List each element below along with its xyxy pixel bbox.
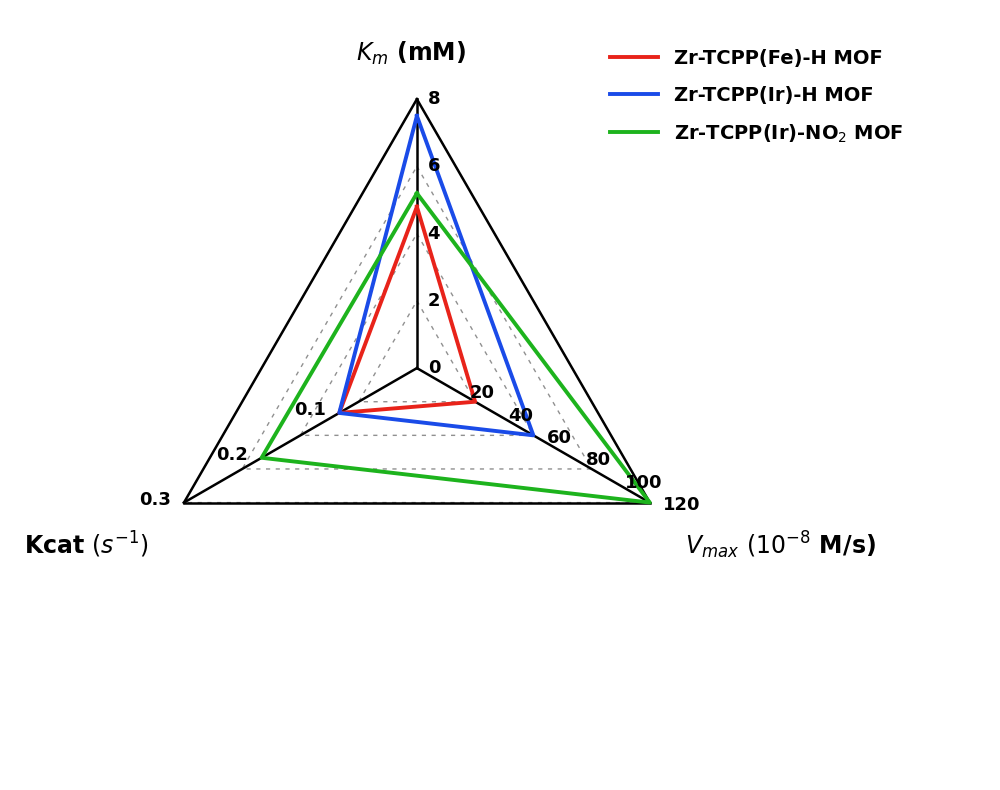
- Text: $V_{max}$ $(10^{-8}$ M/s): $V_{max}$ $(10^{-8}$ M/s): [685, 529, 876, 561]
- Text: 0.2: 0.2: [216, 446, 248, 464]
- Text: 6: 6: [428, 157, 440, 175]
- Text: 0.3: 0.3: [139, 491, 171, 509]
- Text: 20: 20: [469, 384, 494, 402]
- Text: 4: 4: [428, 224, 440, 243]
- Legend: Zr-TCPP(Fe)-H MOF, Zr-TCPP(Ir)-H MOF, Zr-TCPP(Ir)-NO$_2$ MOF: Zr-TCPP(Fe)-H MOF, Zr-TCPP(Ir)-H MOF, Zr…: [610, 49, 903, 145]
- Text: 100: 100: [624, 474, 662, 492]
- Text: Kcat $(s^{-1})$: Kcat $(s^{-1})$: [24, 529, 149, 559]
- Text: 2: 2: [428, 292, 440, 310]
- Text: 8: 8: [428, 90, 440, 108]
- Text: 0.1: 0.1: [294, 401, 326, 419]
- Text: 120: 120: [663, 496, 701, 514]
- Text: 60: 60: [547, 429, 572, 447]
- Text: $K_m$ (mM): $K_m$ (mM): [356, 40, 467, 67]
- Text: 0: 0: [428, 359, 440, 377]
- Text: 80: 80: [586, 451, 611, 469]
- Text: 40: 40: [508, 407, 533, 424]
